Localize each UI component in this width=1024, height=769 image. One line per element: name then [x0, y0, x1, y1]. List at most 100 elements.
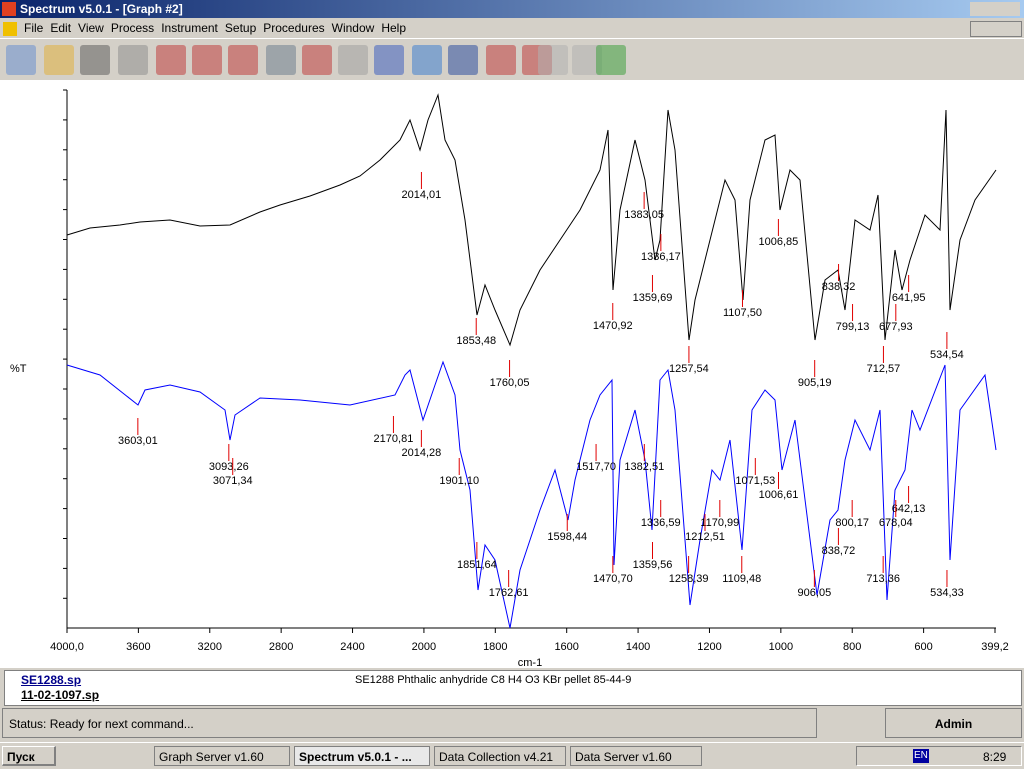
peak-label: 1109,48 [722, 573, 761, 585]
peak-label: 713,36 [866, 573, 900, 585]
peak-label: 1071,53 [735, 475, 775, 487]
user: Admin [885, 708, 1022, 738]
tool-button[interactable] [338, 45, 368, 75]
menu-item[interactable]: Window [331, 21, 375, 35]
peak-label: 1170,99 [700, 517, 739, 529]
tool-button[interactable] [192, 45, 222, 75]
peak-label: 712,57 [867, 363, 901, 375]
tool-button[interactable] [44, 45, 74, 75]
description: SE1288 Phthalic anhydride C8 H4 O3 KBr p… [355, 674, 632, 686]
x-tick-label: 1600 [554, 641, 578, 653]
x-tick-label: 800 [843, 641, 861, 653]
peak-label: 800,17 [835, 517, 869, 529]
menu-item[interactable]: Procedures [263, 21, 325, 35]
spectrum-chart: %T cm-1 4000,0 3600 3200 2800 2400 2000 1800 16… [10, 89, 1009, 669]
peak-label: 1257,54 [669, 363, 709, 375]
peak-label: 906,05 [798, 587, 832, 599]
start-button[interactable]: Пуск [2, 746, 56, 766]
y-label: %T [10, 363, 27, 375]
peak-label: 1336,59 [641, 517, 681, 529]
peak-label: 2170,81 [374, 433, 414, 445]
task-button[interactable]: Data Collection v4.21 [434, 746, 566, 766]
tool-button[interactable] [156, 45, 186, 75]
peak-label: 3071,34 [213, 475, 253, 487]
peak-label: 1901,10 [439, 475, 479, 487]
peak-label: 1853,48 [456, 335, 496, 347]
peak-label: 1760,05 [490, 377, 530, 389]
peak-label: 1383,05 [624, 209, 664, 221]
x-tick-label: 2400 [340, 641, 364, 653]
tool-button[interactable] [302, 45, 332, 75]
x-tick-label: 2000 [412, 641, 436, 653]
tool-button[interactable] [80, 45, 110, 75]
menu-bar: File Edit View Process Instrument Setup Proced… [0, 18, 1024, 38]
peak-label: 1598,44 [547, 531, 587, 543]
peak-label: 2014,28 [401, 447, 441, 459]
menu-item[interactable]: Setup [224, 21, 257, 35]
task-button[interactable]: Data Server v1.60 [570, 746, 702, 766]
tool-button[interactable] [412, 45, 442, 75]
menu-item[interactable]: Process [110, 21, 155, 35]
doc-icon [3, 21, 17, 36]
peak-label: 677,93 [879, 321, 913, 333]
peak-label: 534,33 [930, 587, 964, 599]
x-tick-label: 1200 [697, 641, 721, 653]
title-bar: Spectrum v5.0.1 - [Graph #2] [0, 0, 1024, 18]
doc-buttons[interactable] [970, 21, 1022, 37]
peak-label: 838,72 [822, 545, 856, 557]
menu-item[interactable]: Help [381, 21, 406, 35]
peak-label: 1107,50 [723, 307, 762, 319]
status-bar: Status: Ready for next command... [2, 708, 817, 738]
window-buttons[interactable] [970, 2, 1020, 16]
peak-label: 1851,64 [457, 559, 497, 571]
tool-button[interactable] [374, 45, 404, 75]
tray: EN 8:29 [856, 746, 1022, 766]
peak-label: 1359,56 [633, 559, 673, 571]
menu-item[interactable]: Edit [50, 21, 72, 35]
x-tick-label: 4000,0 [50, 641, 84, 653]
peak-label: 1336,17 [641, 251, 681, 263]
x-label: cm-1 [518, 657, 542, 668]
spectrum-trace [66, 93, 997, 347]
tool-button[interactable] [538, 45, 568, 75]
y-minor-ticks [63, 89, 67, 599]
tool-button[interactable] [118, 45, 148, 75]
peak-label: 642,13 [892, 503, 926, 515]
menu-item[interactable]: View [78, 21, 104, 35]
tool-button[interactable] [486, 45, 516, 75]
x-tick-label: 3200 [198, 641, 222, 653]
app-icon [2, 2, 16, 16]
tool-button[interactable] [6, 45, 36, 75]
menu-item[interactable]: File [24, 21, 44, 35]
x-tick-label: 3600 [126, 641, 150, 653]
spectrum-trace [66, 360, 997, 629]
file-link[interactable]: 11-02-1097.sp [21, 688, 100, 702]
x-tick-label: 1400 [626, 641, 650, 653]
peak-label: 3603,01 [118, 435, 158, 447]
language[interactable]: EN [913, 749, 929, 763]
peak-label: 2014,01 [402, 189, 442, 201]
tool-button[interactable] [266, 45, 296, 75]
window-title: Spectrum v5.0.1 - [Graph #2] [20, 2, 183, 16]
tool-button[interactable] [596, 45, 626, 75]
peak-label: 1762,61 [489, 587, 529, 599]
menu-item[interactable]: Instrument [161, 21, 218, 35]
peak-label: 678,04 [879, 517, 913, 529]
tool-button[interactable] [228, 45, 258, 75]
peak-label: 1258,39 [669, 573, 709, 585]
peak-label: 1382,51 [624, 461, 664, 473]
x-tick-label: 600 [914, 641, 932, 653]
tool-button[interactable] [448, 45, 478, 75]
peak-label: 1517,70 [576, 461, 616, 473]
task-button[interactable]: Spectrum v5.0.1 - ... [294, 746, 430, 766]
peak-label: 641,95 [892, 292, 926, 304]
graph-area: %T cm-1 4000,0 3600 3200 2800 2400 2000 1800 16… [0, 80, 1024, 669]
peak-label: 799,13 [836, 321, 870, 333]
peak-label: 1359,69 [633, 292, 673, 304]
task-button[interactable]: Graph Server v1.60 [154, 746, 290, 766]
file-link[interactable]: SE1288.sp [21, 673, 82, 687]
peak-label: 838,32 [822, 281, 856, 293]
peak-label: 534,54 [930, 349, 964, 361]
x-tick-label: 1800 [483, 641, 507, 653]
